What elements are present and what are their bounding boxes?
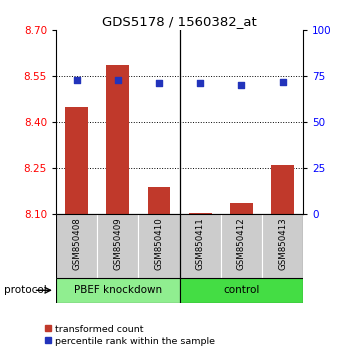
Legend: transformed count, percentile rank within the sample: transformed count, percentile rank withi… [41,321,219,349]
Text: PBEF knockdown: PBEF knockdown [74,285,162,295]
Bar [65,107,88,214]
Text: GSM850408: GSM850408 [72,217,81,270]
Text: GSM850411: GSM850411 [196,217,205,270]
Point [280,79,286,85]
Bar [230,204,253,214]
Bar [138,214,180,278]
Bar [271,165,294,214]
Bar [56,278,180,303]
Text: GSM850410: GSM850410 [155,217,164,270]
Text: GSM850409: GSM850409 [113,217,122,270]
Point [74,77,79,82]
Text: GSM850413: GSM850413 [278,217,287,270]
Bar [97,214,138,278]
Point [156,81,162,86]
Bar [56,214,97,278]
Bar [180,278,303,303]
Bar [189,213,212,214]
Point [115,77,121,82]
Bar [262,214,303,278]
Bar [106,65,129,214]
Bar [221,214,262,278]
Text: protocol: protocol [4,285,46,295]
Title: GDS5178 / 1560382_at: GDS5178 / 1560382_at [102,15,257,28]
Text: control: control [223,285,260,295]
Point [239,82,244,88]
Bar [180,214,221,278]
Point [197,81,203,86]
Text: GSM850412: GSM850412 [237,217,246,270]
Bar [148,187,170,214]
